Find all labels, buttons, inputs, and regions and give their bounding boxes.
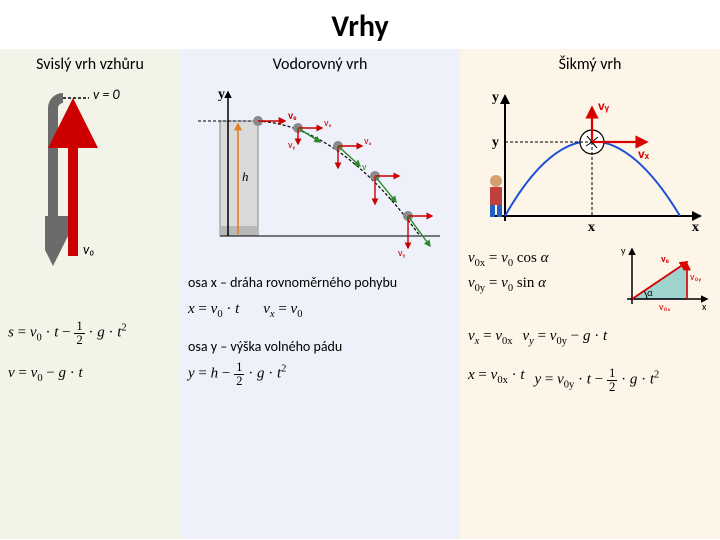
col-title-right: Šikmý vrh bbox=[468, 55, 712, 74]
svg-text:vₓ: vₓ bbox=[364, 134, 372, 147]
page-title: Vrhy bbox=[0, 0, 720, 49]
svg-text:vᵧ: vᵧ bbox=[598, 99, 610, 113]
svg-text:x: x bbox=[588, 220, 595, 235]
text-osa-x: osa x – dráha rovnoměrného pohybu bbox=[188, 274, 452, 291]
col-vertical-throw: Svislý vrh vzhůru v = 0 v₀ s = v0 · t − … bbox=[0, 49, 180, 539]
horizontal-throw-diagram: y h v₀ vₓ vᵧ vₓ v vᵧ bbox=[190, 86, 450, 266]
svg-text:v₀: v₀ bbox=[661, 252, 669, 265]
columns: Svislý vrh vzhůru v = 0 v₀ s = v0 · t − … bbox=[0, 49, 720, 539]
formula-y-r: y = v0y · t − 12 · g · t2 bbox=[534, 367, 659, 394]
svg-text:v₀ₓ: v₀ₓ bbox=[659, 300, 671, 313]
text-osa-y: osa y – výška volného pádu bbox=[188, 338, 452, 355]
svg-text:x: x bbox=[692, 220, 699, 235]
svg-text:α: α bbox=[647, 286, 653, 299]
svg-text:vₓ: vₓ bbox=[638, 147, 650, 161]
svg-text:v₀: v₀ bbox=[288, 109, 297, 122]
formula-vy-r: vy = v0y − g · t bbox=[522, 328, 607, 347]
col-title-left: Svislý vrh vzhůru bbox=[8, 55, 172, 74]
velocity-triangle-diagram: α y x v₀ v₀ᵧ v₀ₓ bbox=[617, 244, 712, 314]
formula-y: y = h − 12 · g · t2 bbox=[188, 361, 452, 388]
col-horizontal-throw: Vodorovný vrh y h bbox=[180, 49, 460, 539]
svg-text:x: x bbox=[702, 300, 707, 313]
right-formulas-left: v0x = v0 cos α v0y = v0 sin α bbox=[468, 244, 611, 314]
v-zero-label: v = 0 bbox=[93, 86, 120, 103]
formula-vx-r: vx = v0x bbox=[468, 328, 512, 347]
svg-text:vᵧ: vᵧ bbox=[398, 246, 406, 259]
svg-text:h: h bbox=[242, 169, 249, 184]
oblique-throw-diagram: y x vᵧ vₓ y x bbox=[470, 86, 710, 236]
svg-text:y: y bbox=[218, 87, 225, 102]
svg-text:vₓ: vₓ bbox=[324, 116, 332, 129]
svg-text:vᵧ: vᵧ bbox=[288, 138, 296, 151]
formula-x: x = v0 · t bbox=[188, 301, 239, 320]
svg-text:v₀ᵧ: v₀ᵧ bbox=[690, 270, 701, 283]
svg-text:y: y bbox=[621, 244, 626, 257]
vertical-throw-diagram: v = 0 v₀ bbox=[45, 86, 135, 266]
col-oblique-throw: Šikmý vrh y x bbox=[460, 49, 720, 539]
svg-text:y: y bbox=[492, 90, 499, 105]
col-title-mid: Vodorovný vrh bbox=[188, 55, 452, 74]
formula-v: v = v0 − g · t bbox=[8, 365, 172, 384]
svg-text:y: y bbox=[492, 135, 499, 150]
formula-vx: vx = v0 bbox=[263, 301, 302, 320]
formula-x-r: x = v0x · t bbox=[468, 367, 524, 394]
formula-s: s = v0 · t − 12 · g · t2 bbox=[8, 320, 172, 347]
v0-label: v₀ bbox=[83, 241, 95, 258]
svg-text:v: v bbox=[362, 160, 367, 173]
